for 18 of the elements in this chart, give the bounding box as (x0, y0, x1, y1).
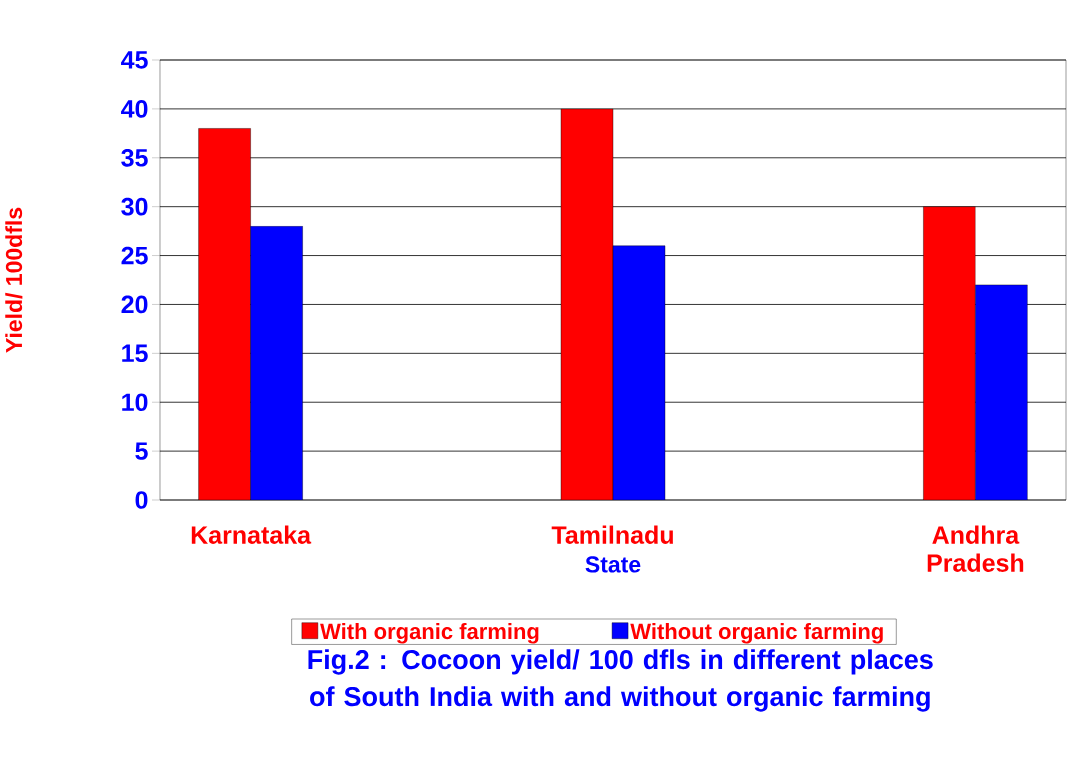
y-tick-label: 20 (121, 295, 148, 314)
x-tick-label: Andhra Pradesh (927, 525, 1024, 572)
y-tick-label: 40 (121, 100, 148, 118)
y-tick-label: 30 (121, 197, 148, 216)
text: Fig.2 : Cocoon yield/ 100 dfls in different places of South India with and without organic farming (308, 649, 933, 712)
legend-label: Without organic farming (630, 623, 883, 644)
legend-label: With organic farming (320, 623, 539, 644)
y-tick-label: 5 (135, 442, 148, 460)
y-tick-label: 45 (121, 51, 148, 69)
x-tick-label: Tamilnadu (551, 525, 673, 544)
x-tick-label: Karnataka (191, 525, 312, 544)
y-tick-label: 10 (122, 393, 148, 412)
x-axis-title: State (585, 556, 641, 573)
y-axis-title: Yield/ 100dfls (5, 207, 23, 353)
y-tick-label: 15 (122, 344, 148, 363)
y-tick-label: 0 (135, 491, 148, 509)
y-tick-label: 35 (121, 148, 148, 167)
y-tick-label: 25 (121, 246, 148, 265)
